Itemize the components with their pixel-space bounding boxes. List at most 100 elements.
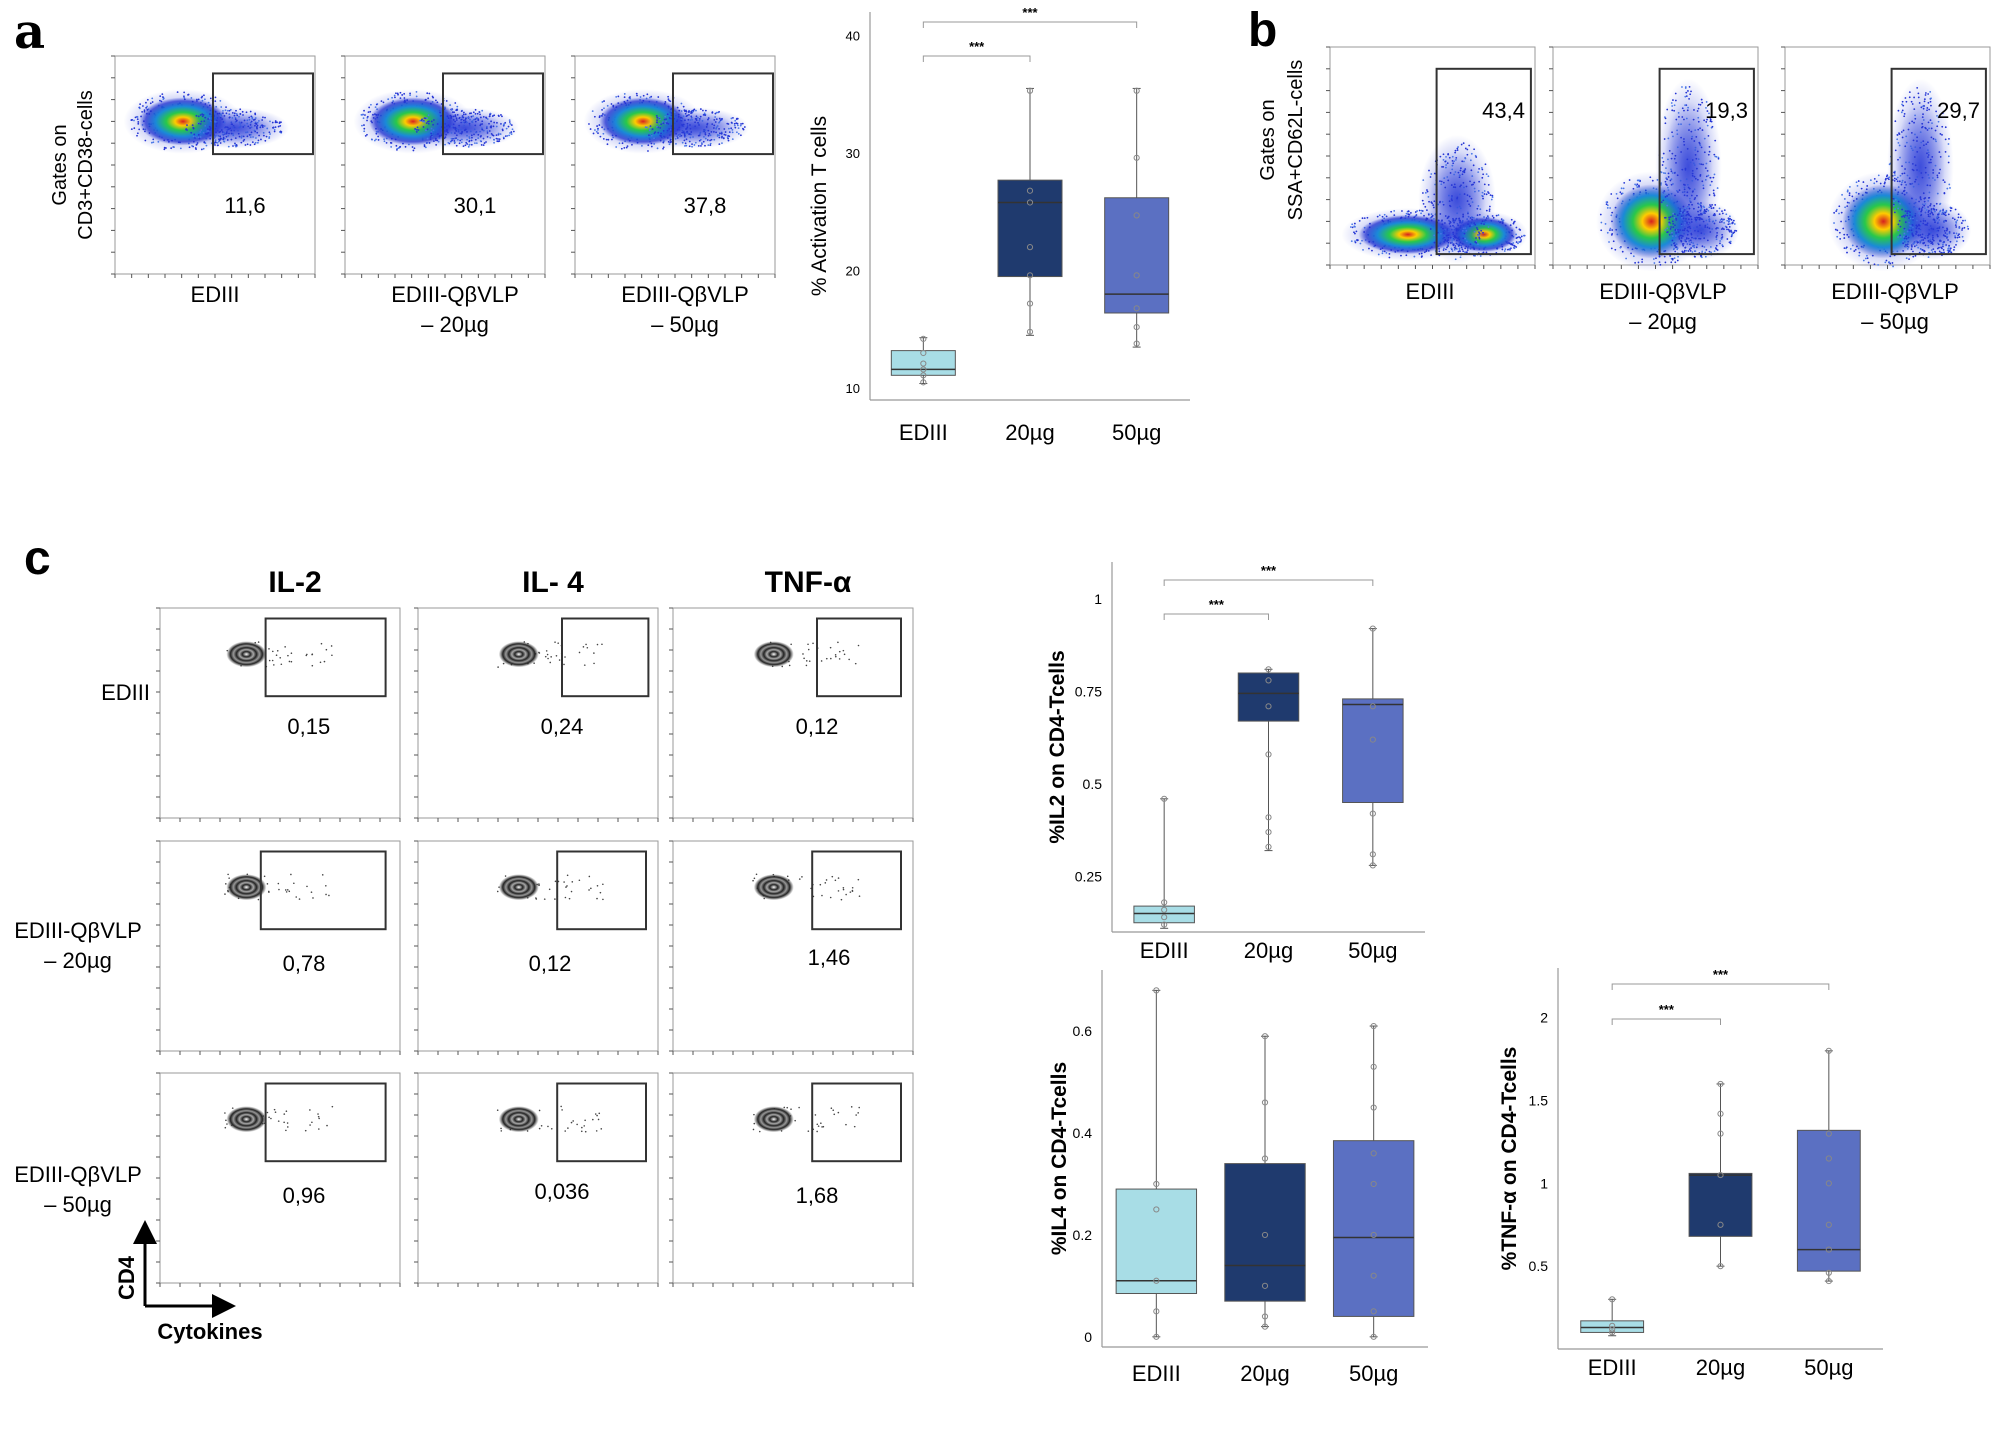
event-dot	[1944, 126, 1947, 129]
event-dot	[837, 890, 840, 892]
event-dot	[598, 1112, 601, 1115]
event-dot	[715, 111, 718, 114]
event-dot	[444, 143, 446, 146]
event-dot	[1896, 134, 1899, 136]
event-dot	[786, 1106, 789, 1109]
event-dot	[1903, 237, 1906, 240]
event-dot	[412, 149, 415, 152]
event-dot	[480, 144, 483, 146]
event-dot	[1666, 108, 1669, 111]
flow-c-plot-r3-c2: 0,036	[414, 1072, 659, 1287]
event-dot	[798, 878, 801, 880]
event-dot	[137, 122, 140, 125]
event-dot	[1491, 196, 1494, 198]
event-dot	[1478, 236, 1481, 239]
event-dot	[648, 129, 651, 132]
flow-a-label-line: – 50µg	[651, 312, 719, 337]
event-dot	[214, 96, 217, 99]
panel-b-flow-plots: Gates on SSA+CD62L-cells 43,4EDIII19,3ED…	[1257, 46, 1991, 334]
data-point	[1265, 677, 1272, 684]
event-dot	[1906, 212, 1909, 215]
event-dot	[1709, 117, 1712, 119]
event-dot	[1673, 109, 1676, 112]
event-dot	[224, 893, 226, 895]
event-dot	[1685, 249, 1688, 252]
event-dot	[1606, 204, 1609, 207]
event-dot	[216, 144, 219, 147]
event-dot	[1894, 198, 1897, 201]
event-dot	[601, 101, 604, 103]
event-dot	[152, 141, 155, 144]
event-dot	[597, 128, 599, 131]
event-dot	[472, 111, 475, 114]
event-dot	[820, 660, 823, 662]
flow-c-plot-r3-c3: 1,68	[669, 1072, 914, 1287]
event-dot	[275, 654, 278, 657]
event-dot	[790, 1108, 792, 1110]
event-dot	[1867, 261, 1870, 264]
data-point	[1153, 1180, 1160, 1188]
event-dot	[578, 879, 581, 882]
event-dot	[170, 147, 173, 150]
event-dot	[1898, 219, 1901, 222]
event-dot	[807, 643, 809, 646]
event-dot	[1834, 228, 1837, 231]
event-dot	[1413, 255, 1416, 258]
event-dot	[280, 121, 282, 124]
event-dot	[565, 886, 567, 888]
flow-c-row-label: EDIII-QβVLP	[14, 1162, 142, 1187]
event-dot	[1619, 191, 1622, 194]
event-dot	[825, 879, 828, 881]
event-dot	[1454, 149, 1457, 152]
event-dot	[1668, 216, 1670, 219]
event-dot	[1728, 223, 1731, 225]
data-point	[1609, 1329, 1616, 1336]
event-dot	[1468, 144, 1471, 147]
density-core	[425, 112, 505, 144]
significance-label: ***	[1022, 5, 1038, 20]
event-dot	[1610, 193, 1613, 195]
event-dot	[1687, 206, 1690, 208]
event-dot	[1663, 138, 1666, 140]
event-dot	[668, 143, 671, 146]
event-dot	[1459, 256, 1462, 259]
event-dot	[1944, 150, 1947, 153]
event-dot	[1475, 156, 1478, 158]
event-dot	[1465, 251, 1468, 254]
data-point	[1161, 795, 1168, 802]
event-dot	[849, 891, 852, 893]
event-dot	[1843, 198, 1846, 200]
event-dot	[709, 142, 712, 145]
event-dot	[786, 875, 789, 878]
event-dot	[602, 137, 605, 140]
event-dot	[727, 139, 730, 142]
event-dot	[268, 648, 270, 650]
event-dot	[1862, 259, 1865, 262]
event-dot	[1846, 190, 1849, 193]
event-dot	[857, 644, 860, 647]
gate-box	[212, 72, 314, 156]
event-dot	[1843, 233, 1846, 236]
event-dot	[395, 144, 398, 147]
event-dot	[203, 141, 206, 144]
event-dot	[731, 138, 734, 141]
event-dot	[1902, 215, 1905, 217]
event-dot	[466, 143, 469, 145]
event-dot	[596, 125, 598, 127]
event-dot	[508, 134, 511, 137]
event-dot	[578, 651, 581, 654]
data-point	[1133, 305, 1140, 312]
event-dot	[500, 1130, 503, 1132]
significance-label: ***	[969, 39, 985, 54]
event-dot	[1661, 156, 1664, 159]
event-dot	[475, 142, 478, 145]
event-dot	[478, 111, 481, 113]
x-category-label: EDIII	[1588, 1355, 1637, 1380]
event-dot	[1948, 137, 1950, 140]
event-dot	[1351, 223, 1354, 226]
event-dot	[581, 1126, 583, 1129]
event-dot	[564, 896, 567, 899]
event-dot	[266, 1111, 269, 1114]
event-dot	[1708, 206, 1711, 209]
